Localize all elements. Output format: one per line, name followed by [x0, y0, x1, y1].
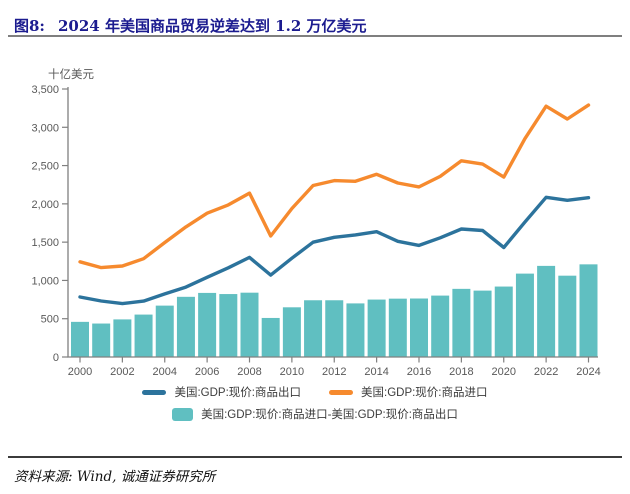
- y-tick-label: 500: [41, 314, 59, 326]
- x-tick-label: 2016: [407, 366, 431, 378]
- x-tick-label: 2006: [195, 366, 219, 378]
- y-tick-label: 2,000: [31, 199, 59, 211]
- chart-legend: 美国:GDP:现价:商品出口 美国:GDP:现价:商品进口 美国:GDP:现价:…: [0, 384, 630, 422]
- deficit-bar: [304, 300, 323, 357]
- x-tick-label: 2004: [153, 366, 177, 378]
- title-divider: [8, 35, 622, 37]
- legend-item-exports: 美国:GDP:现价:商品出口: [142, 384, 301, 400]
- deficit-bar: [71, 321, 89, 357]
- x-tick-label: 2012: [322, 366, 346, 378]
- x-tick-label: 2002: [110, 366, 134, 378]
- legend-row-lines: 美国:GDP:现价:商品出口 美国:GDP:现价:商品进口: [142, 384, 488, 400]
- x-tick-label: 2022: [534, 366, 558, 378]
- figure-number: 图8:: [14, 17, 45, 35]
- export-line-series: [78, 195, 591, 306]
- y-tick-label: 0: [53, 352, 59, 364]
- deficit-bar: [134, 314, 153, 357]
- legend-label-imports: 美国:GDP:现价:商品进口: [361, 387, 488, 399]
- deficit-bar: [431, 295, 450, 357]
- figure-title: 图8: 2024 年美国商品贸易逆差达到 1.2 万亿美元: [14, 15, 367, 36]
- deficit-bar: [367, 299, 386, 357]
- legend-item-deficit: 美国:GDP:现价:商品进口-美国:GDP:现价:商品出口: [172, 406, 458, 422]
- y-tick-label: 1,000: [31, 275, 59, 287]
- footer-divider: [8, 456, 622, 458]
- deficit-bar: [282, 307, 301, 357]
- legend-item-imports: 美国:GDP:现价:商品进口: [329, 384, 488, 400]
- deficit-bar: [537, 265, 556, 357]
- import-line-series: [78, 103, 591, 270]
- deficit-bar: [240, 292, 259, 357]
- deficit-bar: [558, 275, 577, 357]
- deficit-bar: [198, 292, 217, 357]
- deficit-bar: [494, 286, 513, 357]
- y-tick-label: 3,000: [31, 122, 59, 134]
- y-tick-label: 3,500: [31, 84, 59, 96]
- x-tick-label: 2010: [280, 366, 304, 378]
- deficit-bar: [261, 317, 280, 357]
- x-tick-label: 2000: [68, 366, 92, 378]
- deficit-bar: [92, 323, 111, 357]
- y-axis-unit-label: 十亿美元: [48, 67, 94, 81]
- deficit-bar: [579, 264, 598, 357]
- x-tick-label: 2018: [449, 366, 473, 378]
- deficit-bar: [346, 303, 365, 357]
- legend-label-exports: 美国:GDP:现价:商品出口: [174, 387, 301, 399]
- export-line-swatch-icon: [142, 389, 167, 395]
- x-tick-label: 2024: [576, 366, 600, 378]
- legend-label-deficit: 美国:GDP:现价:商品进口-美国:GDP:现价:商品出口: [201, 409, 458, 421]
- source-note: 资料来源: Wind, 诚通证券研究所: [14, 469, 216, 485]
- x-tick-label: 2020: [492, 366, 516, 378]
- deficit-bar: [176, 296, 195, 357]
- x-tick-label: 2008: [237, 366, 261, 378]
- figure-title-text: 2024 年美国商品贸易逆差达到 1.2 万亿美元: [57, 17, 367, 35]
- import-line-swatch-icon: [329, 389, 353, 395]
- deficit-bar: [325, 300, 344, 357]
- axis-lines: [67, 87, 598, 358]
- deficit-bar: [515, 273, 534, 357]
- deficit-bar: [452, 288, 471, 357]
- deficit-bar: [155, 305, 174, 357]
- deficit-bar: [388, 298, 407, 357]
- legend-row-deficit: 美国:GDP:现价:商品进口-美国:GDP:现价:商品出口: [172, 406, 458, 422]
- deficit-bar: [219, 294, 238, 357]
- deficit-bar: [473, 290, 492, 357]
- y-tick-label: 2,500: [31, 161, 59, 173]
- deficit-bar: [410, 298, 428, 357]
- x-tick-label: 2014: [364, 366, 388, 378]
- deficit-bar: [113, 319, 132, 357]
- deficit-bar-swatch-icon: [172, 407, 194, 421]
- y-tick-label: 1,500: [31, 237, 59, 249]
